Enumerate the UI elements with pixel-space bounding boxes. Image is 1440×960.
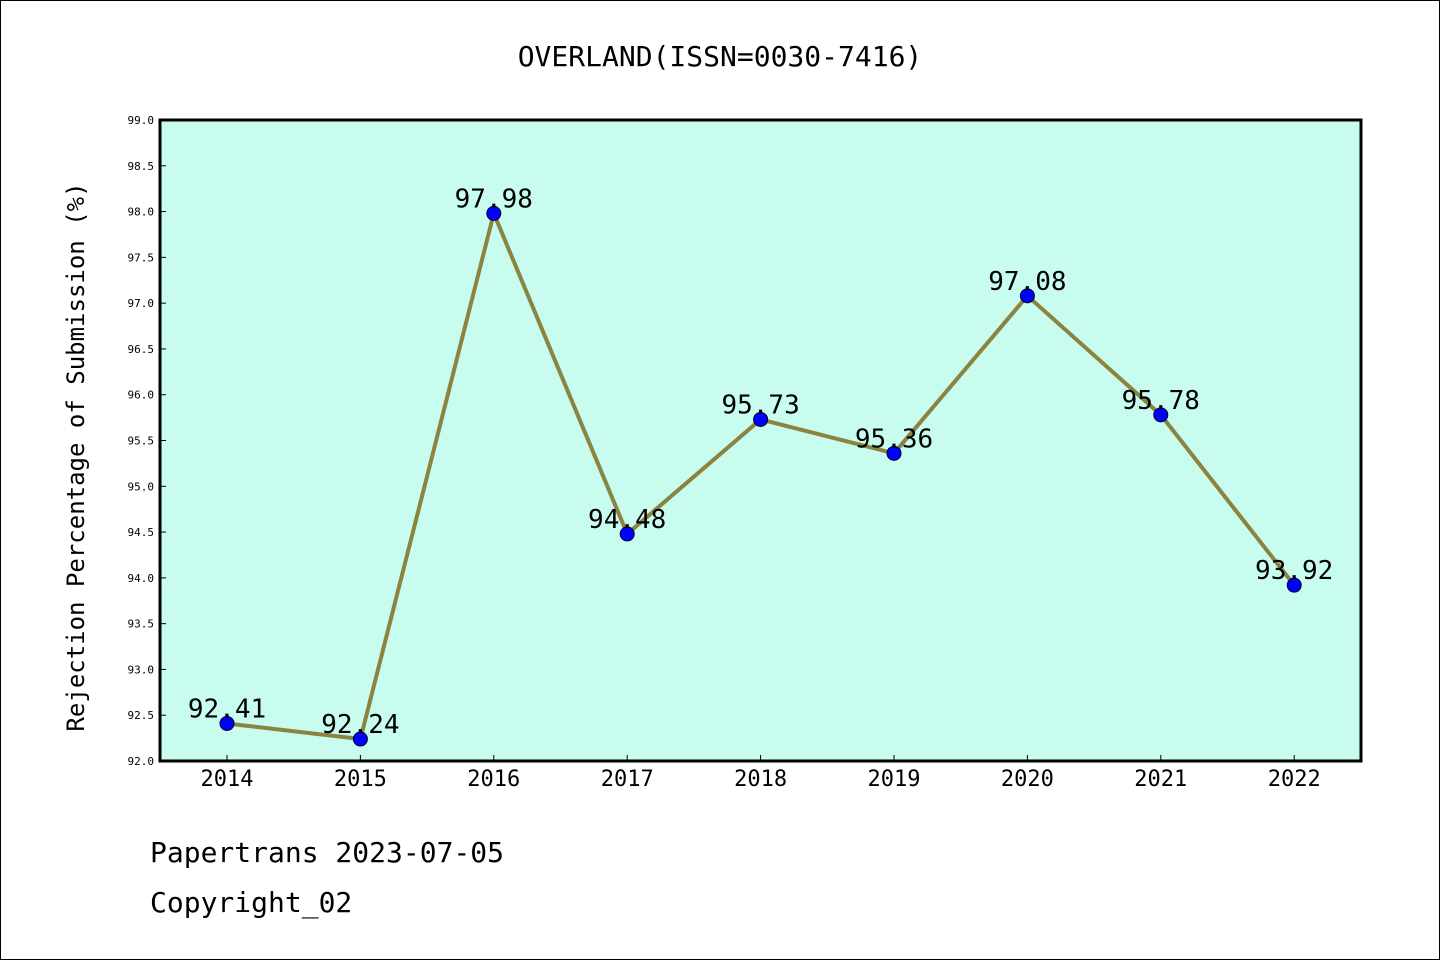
y-tick-label: 99.0 [128, 114, 155, 127]
data-label: 97.98 [455, 184, 533, 214]
chart-title: OVERLAND(ISSN=0030-7416) [518, 40, 923, 73]
y-tick-label: 98.5 [128, 160, 155, 173]
data-label: 95.78 [1122, 386, 1200, 416]
data-label: 93.92 [1255, 556, 1333, 586]
footer-copyright: Copyright_02 [150, 886, 353, 919]
x-tick-label: 2015 [334, 767, 387, 792]
y-axis-label: Rejection Percentage of Submission (%) [62, 182, 90, 731]
y-tick-label: 96.0 [128, 389, 155, 402]
x-tick-label: 2019 [868, 767, 921, 792]
data-point [219, 715, 235, 731]
data-label: 95.73 [721, 390, 799, 420]
y-tick-label: 97.0 [128, 297, 155, 310]
y-tick-label: 96.5 [128, 343, 155, 356]
x-tick-label: 2020 [1001, 767, 1054, 792]
data-point [619, 526, 635, 542]
data-label: 94.48 [588, 505, 666, 535]
data-point [753, 411, 769, 427]
data-point [352, 731, 368, 747]
y-tick-label: 92.5 [128, 709, 155, 722]
y-tick-label: 94.5 [128, 526, 155, 539]
y-tick-label: 95.5 [128, 435, 155, 448]
data-point [886, 445, 902, 461]
x-tick-label: 2021 [1134, 767, 1187, 792]
y-tick-label: 93.5 [128, 618, 155, 631]
data-point [1286, 577, 1302, 593]
data-label: 95.36 [855, 424, 933, 454]
data-point [1153, 407, 1169, 423]
y-tick-label: 94.0 [128, 572, 155, 585]
y-axis: 92.0 92.5 93.0 93.5 94.0 94.5 95.0 95.5 96.0 96.5… [128, 114, 166, 768]
x-tick-label: 2014 [201, 767, 254, 792]
x-axis: 2014 2015 2016 2017 2018 2019 2020 2021 2022 [201, 755, 1321, 792]
y-tick-label: 93.0 [128, 663, 155, 676]
x-tick-label: 2016 [467, 767, 520, 792]
data-label: 92.41 [188, 694, 266, 724]
y-tick-label: 97.5 [128, 251, 155, 264]
data-label: 92.24 [321, 710, 399, 740]
y-tick-label: 95.0 [128, 480, 155, 493]
data-label: 97.08 [988, 267, 1066, 297]
plot-area [158, 118, 1363, 763]
x-tick-label: 2022 [1268, 767, 1321, 792]
data-point [486, 205, 502, 221]
series-layer: 92.41 92.24 97.98 94.48 95.73 95.36 97.08 95.78… [188, 184, 1333, 747]
x-tick-label: 2017 [601, 767, 654, 792]
data-point [1019, 288, 1035, 304]
y-tick-label: 98.0 [128, 206, 155, 219]
x-tick-label: 2018 [734, 767, 787, 792]
y-tick-label: 92.0 [128, 755, 155, 768]
footer-date-line: Papertrans 2023-07-05 [150, 836, 505, 869]
